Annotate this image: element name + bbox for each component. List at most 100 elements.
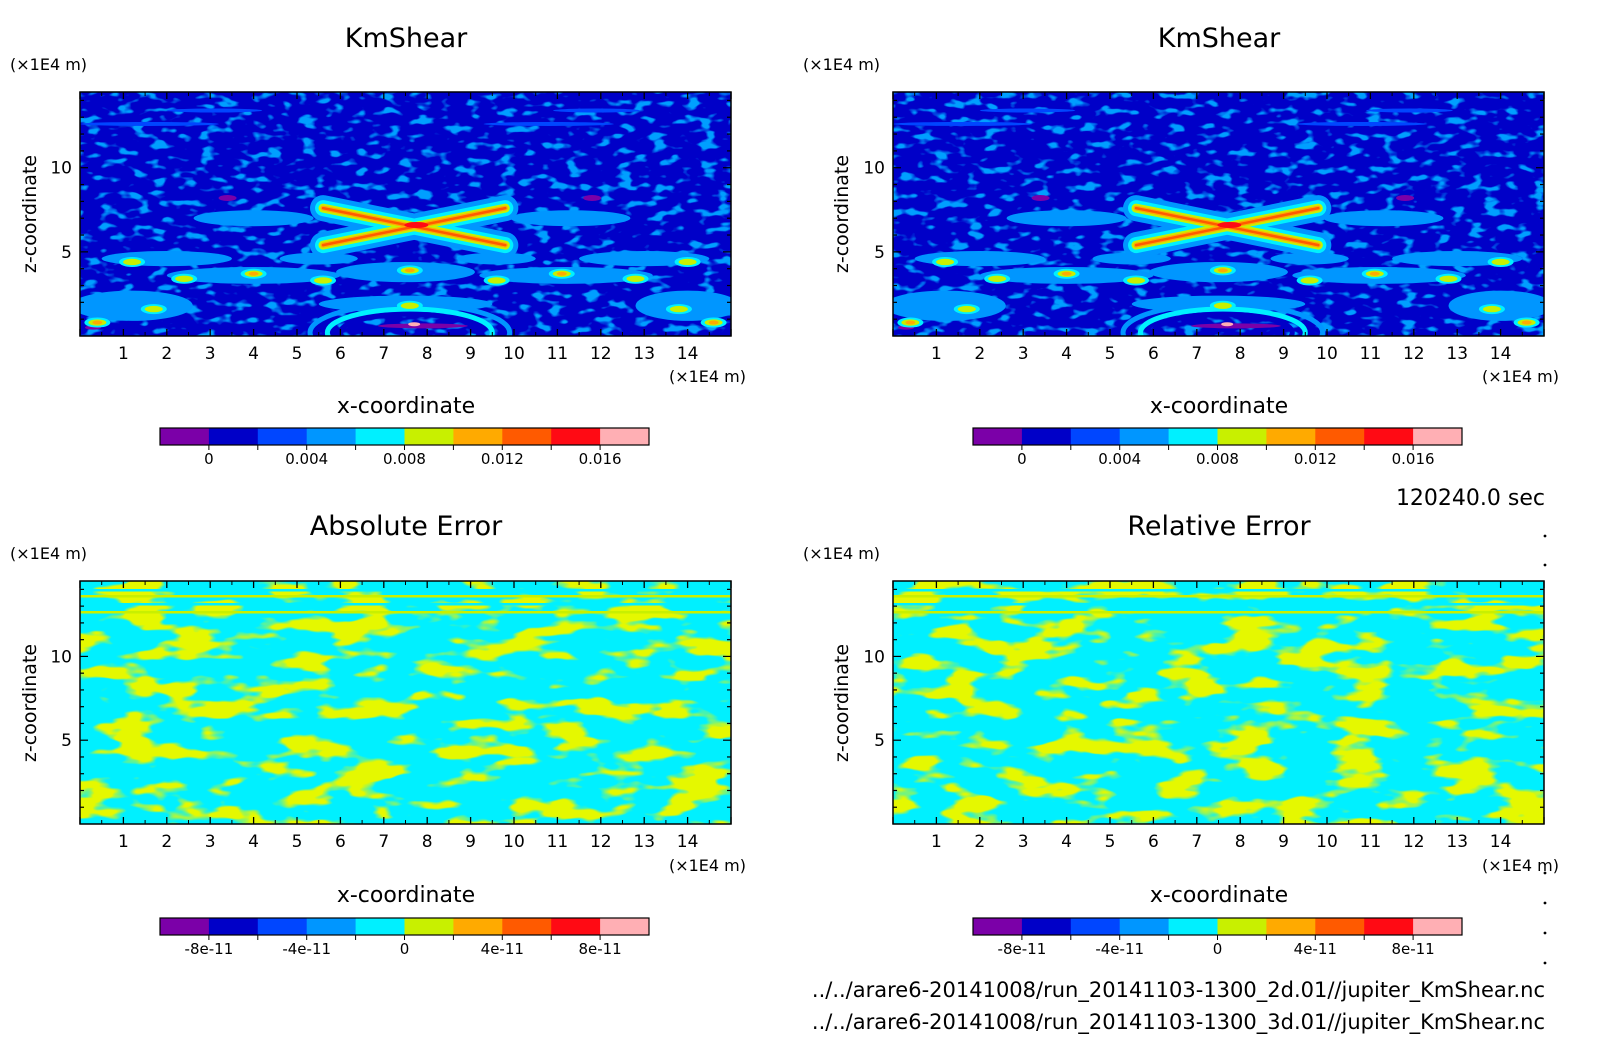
x-tick-label: 9	[465, 344, 476, 364]
hot-spot	[1300, 277, 1319, 284]
colorbar-tick-label: 0.008	[383, 450, 426, 468]
colorbar-swatch	[355, 918, 405, 935]
upper-streak	[80, 121, 219, 126]
panel-title: Relative Error	[1127, 511, 1311, 542]
colorbar-swatch	[1119, 428, 1170, 445]
colorbar-swatch	[1315, 918, 1365, 935]
edge-dot	[1543, 961, 1547, 965]
x-tick-label: 12	[1403, 344, 1425, 364]
x-ticks: 1 2 3 4 5 6 7 8 9 10 11 12 13 14	[892, 581, 1545, 852]
x-unit-label: (×1E4 m)	[1482, 367, 1559, 386]
hot-spot	[1521, 320, 1532, 325]
hot-spot	[678, 258, 697, 266]
panel-title: Absolute Error	[310, 511, 503, 542]
colorbar-swatch	[502, 428, 552, 445]
colorbar: -8e-11 -4e-11 0 4e-11 8e-11	[159, 917, 650, 958]
y-tick-label: 10	[50, 159, 72, 179]
hot-spot	[626, 275, 645, 282]
upper-streak	[166, 108, 263, 113]
colorbar: 0 0.004 0.008 0.012 0.016	[159, 427, 650, 468]
colorbar-swatch	[257, 918, 308, 935]
y-axis-label: z-coordinate	[831, 155, 853, 273]
colorbar-tick-label: 0.008	[1196, 450, 1239, 468]
x-tick-label: 12	[590, 344, 612, 364]
colorbar-swatch	[208, 428, 259, 445]
upper-streak	[893, 121, 1032, 126]
y-tick-label: 10	[50, 647, 72, 667]
hot-spot	[314, 277, 333, 284]
colorbar-tick-label: -8e-11	[185, 940, 234, 958]
error-band	[893, 589, 1544, 592]
shear-layer	[457, 252, 536, 265]
y-tick-label: 5	[61, 243, 72, 263]
shear-layer	[893, 290, 1006, 321]
y-tick-label: 10	[863, 647, 885, 667]
x-tick-label: 11	[1360, 344, 1382, 364]
x-tick-label: 4	[1061, 344, 1072, 364]
x-tick-label: 10	[503, 832, 525, 852]
file-path-2d: ../../arare6-20141008/run_20141103-1300_…	[812, 978, 1545, 1003]
jet-core	[404, 221, 429, 228]
x-tick-label: 13	[1446, 832, 1468, 852]
y-axis-label: z-coordinate	[19, 155, 41, 273]
colorbar-swatch	[1315, 428, 1365, 445]
upper-streak	[979, 108, 1076, 113]
colorbar-swatch	[1119, 918, 1170, 935]
x-tick-label: 1	[931, 344, 942, 364]
colorbar-tick-label: 0	[1017, 450, 1027, 468]
hot-spot	[144, 305, 163, 313]
colorbar: -8e-11 -4e-11 0 4e-11 8e-11	[972, 917, 1463, 958]
x-tick-label: 2	[974, 344, 985, 364]
hot-spot	[905, 320, 916, 325]
x-tick-label: 7	[1191, 832, 1202, 852]
colorbar-tick-label: 0	[1213, 940, 1223, 958]
purple-patch	[377, 323, 468, 329]
hot-spot	[1491, 258, 1510, 266]
colorbar-swatch	[1217, 918, 1267, 935]
side-wing	[1006, 210, 1127, 227]
x-tick-label: 13	[633, 832, 655, 852]
hot-spot	[1439, 275, 1458, 282]
panel-title: KmShear	[1158, 23, 1281, 54]
colorbar-tick-label: 0.004	[285, 450, 328, 468]
hot-spot	[936, 258, 955, 266]
x-unit-label: (×1E4 m)	[669, 856, 746, 875]
colorbar-swatch	[551, 428, 601, 445]
colorbar: 0 0.004 0.008 0.012 0.016	[972, 427, 1463, 468]
x-axis-label: x-coordinate	[1150, 883, 1288, 908]
x-ticks: 1 2 3 4 5 6 7 8 9 10 11 12 13 14	[79, 92, 732, 364]
x-tick-label: 6	[335, 344, 346, 364]
x-tick-label: 10	[1316, 832, 1338, 852]
x-tick-label: 12	[1403, 832, 1425, 852]
panel-title: KmShear	[345, 23, 468, 54]
y-unit-label: (×1E4 m)	[10, 544, 87, 563]
hot-spot	[1213, 302, 1232, 309]
x-tick-label: 13	[633, 344, 655, 364]
shear-layer	[1092, 252, 1171, 265]
x-ticks: 1 2 3 4 5 6 7 8 9 10 11 12 13 14	[79, 581, 732, 852]
y-unit-label: (×1E4 m)	[803, 55, 880, 74]
x-tick-label: 4	[248, 344, 259, 364]
x-tick-label: 13	[1446, 344, 1468, 364]
error-band	[80, 611, 731, 614]
colorbar-swatch	[1021, 428, 1072, 445]
panel-kmshear-2d: KmShear (×1E4 m) 1 2 3 4 5 6 7 8 9 10 11 12 13 14 510…	[10, 23, 746, 468]
hot-spot	[404, 268, 415, 273]
y-ticks: 5 10	[50, 99, 731, 320]
file-path-3d: ../../arare6-20141008/run_20141103-1300_…	[812, 1010, 1545, 1035]
x-tick-label: 7	[378, 344, 389, 364]
colorbar-tick-label: 0	[400, 940, 410, 958]
x-tick-label: 8	[1235, 832, 1246, 852]
field-texture	[80, 581, 731, 824]
error-band	[893, 603, 1544, 606]
hot-spot	[1369, 271, 1380, 276]
x-unit-label: (×1E4 m)	[669, 367, 746, 386]
colorbar-swatch	[1266, 428, 1316, 445]
hot-spot	[123, 258, 142, 266]
shear-layer	[80, 290, 193, 321]
colorbar-swatch	[973, 918, 1023, 935]
x-tick-label: 6	[1148, 832, 1159, 852]
x-tick-label: 5	[292, 344, 303, 364]
purple-patch	[218, 195, 237, 202]
upper-streak	[1366, 108, 1453, 113]
